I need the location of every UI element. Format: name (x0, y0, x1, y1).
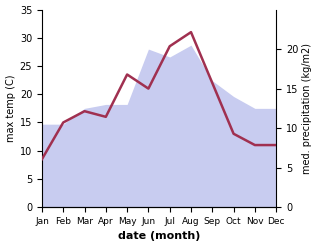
X-axis label: date (month): date (month) (118, 231, 200, 242)
Y-axis label: max temp (C): max temp (C) (5, 75, 16, 142)
Y-axis label: med. precipitation (kg/m2): med. precipitation (kg/m2) (302, 43, 313, 174)
